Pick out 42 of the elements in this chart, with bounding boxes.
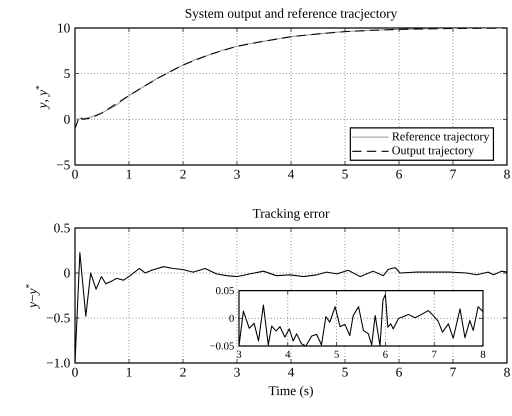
x-tick-label: 1 <box>126 368 132 376</box>
x-tick-label: 8 <box>504 170 510 179</box>
chart-title: Tracking error <box>252 208 330 221</box>
x-tick-label: 1 <box>126 170 132 178</box>
y-tick-label: 0 <box>64 268 70 278</box>
y-tick-label: 0.5 <box>54 223 70 233</box>
x-tick-label: 6 <box>383 350 388 358</box>
x-tick-label: 8 <box>480 350 486 358</box>
x-tick-label: 4 <box>285 350 290 358</box>
x-tick-label: 4 <box>288 368 294 376</box>
y-tick-label: −0.5 <box>46 313 70 323</box>
x-tick-label: 5 <box>334 350 339 358</box>
x-tick-label: 7 <box>450 170 456 178</box>
chart-title: System output and reference tracjectory <box>186 8 398 21</box>
x-tick-label: 6 <box>396 170 402 179</box>
legend-label: Reference trajectory <box>392 132 490 143</box>
x-tick-label: 5 <box>342 368 348 377</box>
x-tick-label: 3 <box>236 350 242 358</box>
y-tick-label: 0.05 <box>216 287 234 294</box>
x-axis-title: Time (s) <box>268 386 313 398</box>
y-tick-label: −0.05 <box>210 342 234 350</box>
x-tick-label: 2 <box>180 170 186 179</box>
x-tick-label: 6 <box>396 368 402 377</box>
y-axis-title: y−y$^{*}$ <box>26 284 40 309</box>
y-tick-label: 10 <box>58 23 70 32</box>
x-tick-label: 3 <box>234 170 240 179</box>
y-tick-label: 0 <box>64 114 70 124</box>
legend-label: Output trajectory <box>392 146 474 157</box>
x-tick-label: 7 <box>450 368 456 376</box>
y-tick-label: −5 <box>56 160 70 170</box>
x-tick-label: 4 <box>288 170 294 178</box>
x-tick-label: 8 <box>504 368 510 377</box>
x-tick-label: 0 <box>72 170 78 179</box>
y-tick-label: 5 <box>64 69 70 78</box>
x-tick-label: 0 <box>72 368 78 377</box>
x-tick-label: 2 <box>180 368 186 377</box>
y-tick-label: 0 <box>229 314 234 322</box>
y-tick-label: −1.0 <box>46 358 70 368</box>
x-tick-label: 7 <box>432 350 437 358</box>
y-axis-title: y, y$^{*}$ <box>36 86 50 110</box>
x-tick-label: 5 <box>342 170 348 179</box>
x-tick-label: 3 <box>234 368 240 377</box>
